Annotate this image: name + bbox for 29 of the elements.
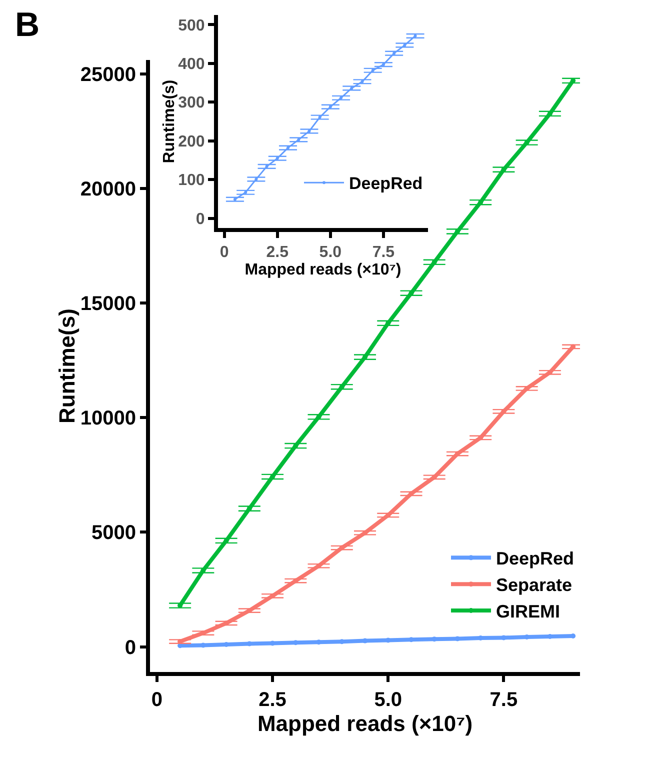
y-tick-label: 300 [178, 94, 205, 112]
y-tick-label: 500 [178, 17, 205, 34]
y-tick-label: 25000 [80, 64, 136, 86]
x-tick-label: 0 [220, 244, 229, 262]
x-tick-label: 5.0 [374, 689, 402, 711]
x-tick-label: 5.0 [319, 244, 342, 262]
y-tick-label: 0 [124, 636, 136, 659]
x-tick-label: 2.5 [266, 244, 289, 262]
y-tick-label: 100 [178, 172, 205, 190]
x-tick-label: 7.5 [372, 244, 395, 262]
x-axis-title: Mapped reads (×10⁷) [244, 261, 402, 278]
y-tick-label: 20000 [80, 178, 136, 200]
x-tick-label: 0 [151, 689, 163, 711]
y-tick-label: 0 [196, 210, 205, 228]
y-tick-label: 10000 [80, 408, 136, 430]
y-axis-title: Runtime(s) [161, 80, 178, 164]
y-tick-label: 200 [178, 133, 205, 150]
y-tick-label: 15000 [80, 292, 136, 315]
y-axis-title: Runtime(s) [54, 308, 80, 424]
x-tick-label: 7.5 [490, 689, 518, 711]
text: B [15, 6, 40, 44]
y-tick-label: 400 [178, 56, 205, 74]
legend-label: GIREMI [496, 602, 560, 622]
x-tick-label: 2.5 [258, 689, 286, 711]
y-tick-label: 5000 [92, 522, 136, 544]
legend-label: Separate [496, 575, 572, 596]
legend-label: DeepRed [496, 548, 574, 569]
x-axis-title: Mapped reads (×10⁷) [257, 711, 473, 736]
legend-label: DeepRed [349, 174, 423, 194]
